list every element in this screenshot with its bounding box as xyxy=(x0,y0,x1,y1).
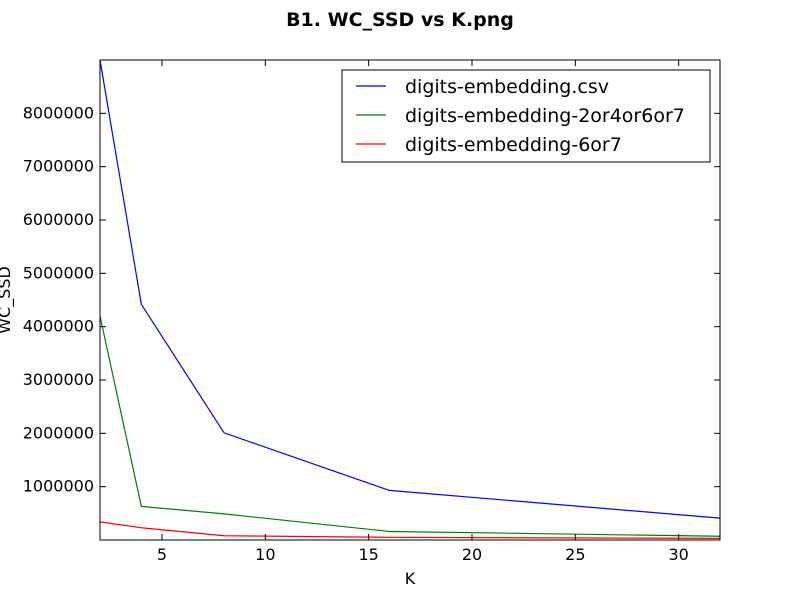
x-tick-label: 20 xyxy=(462,545,482,564)
legend-label-1: digits-embedding.csv xyxy=(405,76,609,98)
series-line-1 xyxy=(100,60,720,519)
y-tick-label: 2000000 xyxy=(23,423,94,442)
x-tick-label: 30 xyxy=(668,545,688,564)
y-tick-label: 3000000 xyxy=(23,370,94,389)
y-tick-label: 6000000 xyxy=(23,210,94,229)
x-axis-label: K xyxy=(405,569,416,588)
y-tick-label: 4000000 xyxy=(23,317,94,336)
legend-label-3: digits-embedding-6or7 xyxy=(405,134,622,156)
series-line-2 xyxy=(100,315,720,537)
ticks-layer: 5 10 15 20 25 30 1000000 2000000 3000000 4000000 5… xyxy=(23,60,720,564)
legend-frame xyxy=(341,69,711,163)
legend-label-2: digits-embedding-2or4or6or7 xyxy=(405,105,685,127)
series-line-3 xyxy=(100,521,720,540)
y-tick-label: 7000000 xyxy=(23,157,94,176)
x-tick-label: 10 xyxy=(255,545,275,564)
plot-frame xyxy=(99,59,721,541)
y-tick-label: 1000000 xyxy=(23,477,94,496)
legend: digits-embedding.csv digits-embedding-2or… xyxy=(341,69,711,163)
y-tick-label: 5000000 xyxy=(23,263,94,282)
x-tick-label: 5 xyxy=(157,545,167,564)
x-tick-label: 15 xyxy=(358,545,378,564)
chart-title: B1. WC_SSD vs K.png xyxy=(286,9,514,31)
y-tick-label: 8000000 xyxy=(23,103,94,122)
series-layer xyxy=(100,60,720,540)
x-tick-label: 25 xyxy=(565,545,585,564)
y-axis-label: WC_SSD xyxy=(0,266,15,334)
